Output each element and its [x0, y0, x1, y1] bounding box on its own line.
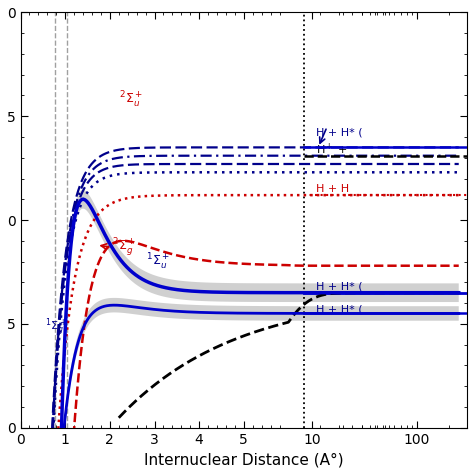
- Text: H + H: H + H: [316, 184, 349, 194]
- Text: $^2\Sigma_u^+$: $^2\Sigma_u^+$: [119, 90, 143, 109]
- Text: $^2\Sigma_g^+$: $^2\Sigma_g^+$: [112, 236, 136, 258]
- Text: $^1\Sigma_u^+$: $^1\Sigma_u^+$: [146, 252, 170, 272]
- X-axis label: Internuclear Distance (A°): Internuclear Distance (A°): [144, 452, 344, 467]
- Text: H$^+$ +: H$^+$ +: [316, 142, 348, 157]
- Text: $^1\Sigma_g^+$: $^1\Sigma_g^+$: [45, 317, 67, 339]
- Text: H + H* (: H + H* (: [316, 282, 363, 292]
- Text: H + H* (: H + H* (: [316, 128, 363, 138]
- Text: H + H* (: H + H* (: [316, 304, 363, 314]
